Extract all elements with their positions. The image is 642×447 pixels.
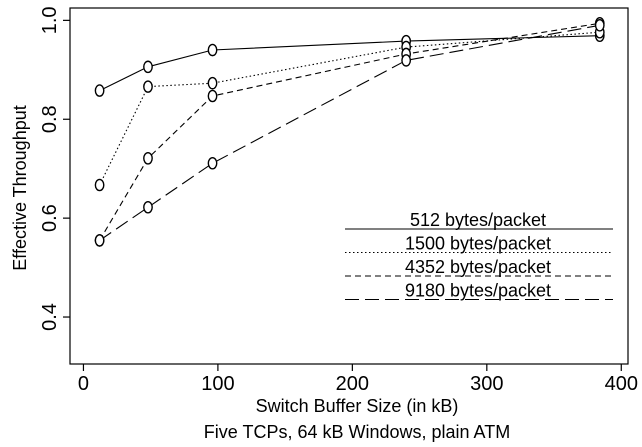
series-2 (94, 25, 605, 192)
data-point (94, 178, 105, 192)
data-point (143, 80, 153, 93)
x-tick-label: 100 (201, 373, 234, 395)
x-tick-label: 0 (78, 373, 89, 395)
series-line (99, 35, 600, 92)
data-point (594, 19, 605, 32)
data-point (143, 152, 153, 165)
y-axis-label: Effective Throughput (10, 105, 30, 270)
data-point (207, 76, 218, 90)
data-point (94, 234, 105, 247)
plot-frame (69, 7, 629, 365)
series-4 (94, 19, 605, 247)
legend-label: 1500 bytes/packet (405, 234, 551, 254)
data-point (401, 54, 412, 67)
data-point (207, 89, 218, 103)
x-tick-label: 300 (470, 373, 503, 395)
series-group (94, 17, 605, 247)
legend: 512 bytes/packet 1500 bytes/packet 4352 by… (345, 210, 613, 301)
y-tick-label: 1.0 (39, 6, 61, 34)
series-line (99, 24, 600, 241)
legend-label: 4352 bytes/packet (405, 257, 551, 277)
y-tick-label: 0.4 (39, 303, 61, 331)
axes: 0 100 200 300 400 0.4 0.6 0.8 1.0 (39, 6, 638, 395)
x-tick-label: 400 (605, 373, 638, 395)
data-point (143, 60, 153, 74)
data-point (143, 200, 153, 214)
x-axis-label: Switch Buffer Size (in kB) (256, 396, 459, 416)
data-point (94, 84, 105, 97)
y-tick-label: 0.6 (39, 204, 61, 232)
x-tick-label: 200 (336, 373, 369, 395)
chart-caption: Five TCPs, 64 kB Windows, plain ATM (204, 422, 510, 442)
legend-label: 512 bytes/packet (410, 210, 546, 230)
data-point (207, 156, 218, 170)
series-1 (94, 29, 605, 97)
series-line (99, 31, 600, 186)
y-tick-label: 0.8 (39, 105, 61, 133)
series-line (99, 22, 600, 241)
data-point (207, 43, 218, 57)
legend-label: 9180 bytes/packet (405, 281, 551, 301)
